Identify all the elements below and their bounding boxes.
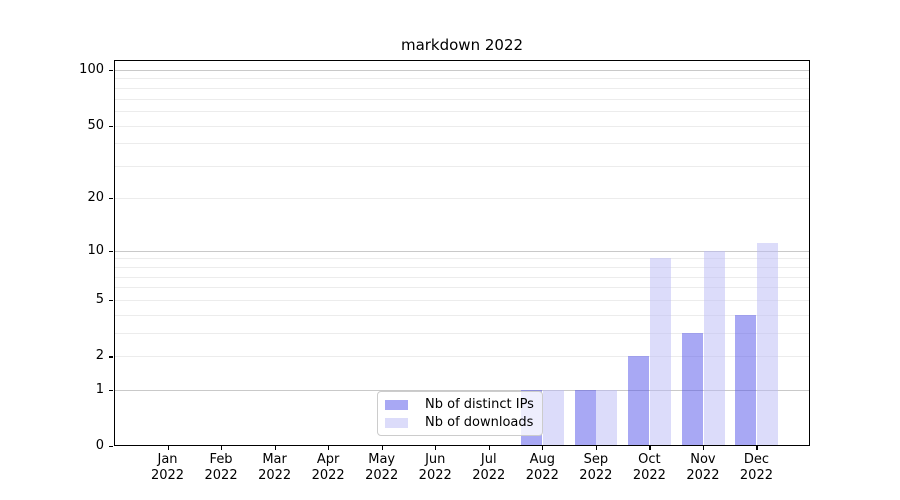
y-tick-mark: [109, 250, 113, 252]
y-tick-label: 10: [87, 242, 104, 258]
minor-gridline: [114, 266, 810, 268]
plot-area: [114, 60, 810, 446]
x-tick-mark: [595, 446, 598, 450]
minor-gridline: [114, 166, 810, 168]
x-tick-mark: [756, 446, 758, 450]
bar-distinct-ips: [681, 333, 703, 446]
y-tick-mark: [109, 69, 113, 72]
minor-gridline: [114, 333, 810, 335]
bar-distinct-ips: [735, 314, 757, 446]
major-gridline: [114, 389, 810, 391]
x-tick-label: Aug 2022: [525, 452, 559, 483]
minor-gridline: [114, 287, 810, 289]
legend-swatch-downloads: [385, 417, 408, 428]
y-tick-mark: [109, 125, 113, 127]
bar-downloads: [596, 389, 618, 446]
major-gridline: [114, 250, 810, 252]
minor-gridline: [114, 276, 810, 278]
bar-downloads: [542, 389, 564, 446]
minor-gridline: [114, 87, 810, 89]
bar-downloads: [703, 250, 725, 446]
x-tick-label: Feb 2022: [204, 452, 238, 483]
x-tick-mark: [435, 446, 437, 450]
y-tick-label: 100: [79, 61, 104, 77]
x-tick-mark: [274, 446, 276, 450]
y-tick-label: 0: [95, 438, 104, 453]
x-tick-label: Jan 2022: [150, 452, 185, 483]
y-tick-label: 5: [95, 291, 104, 307]
bar-distinct-ips: [628, 356, 650, 446]
x-tick-mark: [649, 446, 651, 450]
x-tick-mark: [381, 446, 383, 450]
y-tick-label: 2: [95, 348, 104, 364]
y-tick-mark: [109, 197, 113, 200]
x-tick-label: Sep 2022: [579, 452, 613, 483]
minor-gridline: [114, 258, 810, 260]
minor-gridline: [114, 78, 810, 80]
legend: Nb of distinct IPs Nb of downloads: [377, 391, 543, 436]
x-tick-label: Nov 2022: [686, 452, 720, 483]
x-tick-mark: [542, 446, 544, 450]
x-tick-mark: [328, 446, 330, 450]
bar-downloads: [649, 258, 671, 446]
y-tick-mark: [109, 389, 113, 391]
minor-gridline: [114, 356, 810, 358]
minor-gridline: [114, 314, 810, 316]
legend-swatch-distinct-ips: [385, 399, 408, 410]
legend-label-downloads: Nb of downloads: [425, 414, 534, 430]
legend-item-distinct-ips: Nb of distinct IPs: [385, 396, 542, 412]
minor-gridline: [114, 143, 810, 145]
y-tick-label: 20: [87, 189, 104, 205]
legend-item-downloads: Nb of downloads: [385, 414, 542, 430]
x-tick-label: Jul 2022: [472, 452, 506, 483]
x-tick-mark: [702, 446, 705, 450]
minor-gridline: [114, 125, 810, 127]
major-gridline: [114, 69, 810, 71]
y-tick-label: 50: [87, 117, 104, 133]
legend-label-distinct-ips: Nb of distinct IPs: [425, 396, 534, 412]
minor-gridline: [114, 98, 810, 100]
x-tick-label: Oct 2022: [632, 452, 666, 483]
bar-downloads: [757, 243, 779, 446]
x-tick-mark: [167, 446, 169, 450]
bar-distinct-ips: [574, 389, 596, 446]
x-tick-label: Apr 2022: [311, 452, 345, 483]
chart-title: markdown 2022: [400, 36, 524, 54]
x-tick-label: May 2022: [365, 452, 399, 483]
x-tick-mark: [488, 446, 490, 450]
x-tick-label: Mar 2022: [258, 452, 292, 483]
minor-gridline: [114, 299, 810, 301]
y-tick-mark: [109, 299, 113, 302]
minor-gridline: [114, 110, 810, 112]
minor-gridline: [114, 197, 810, 199]
y-tick-mark: [109, 356, 113, 358]
y-tick-mark: [109, 446, 113, 448]
y-tick-label: 1: [95, 381, 104, 397]
x-tick-mark: [221, 446, 223, 450]
x-tick-label: Jun 2022: [418, 452, 452, 483]
x-tick-label: Dec 2022: [739, 452, 773, 483]
